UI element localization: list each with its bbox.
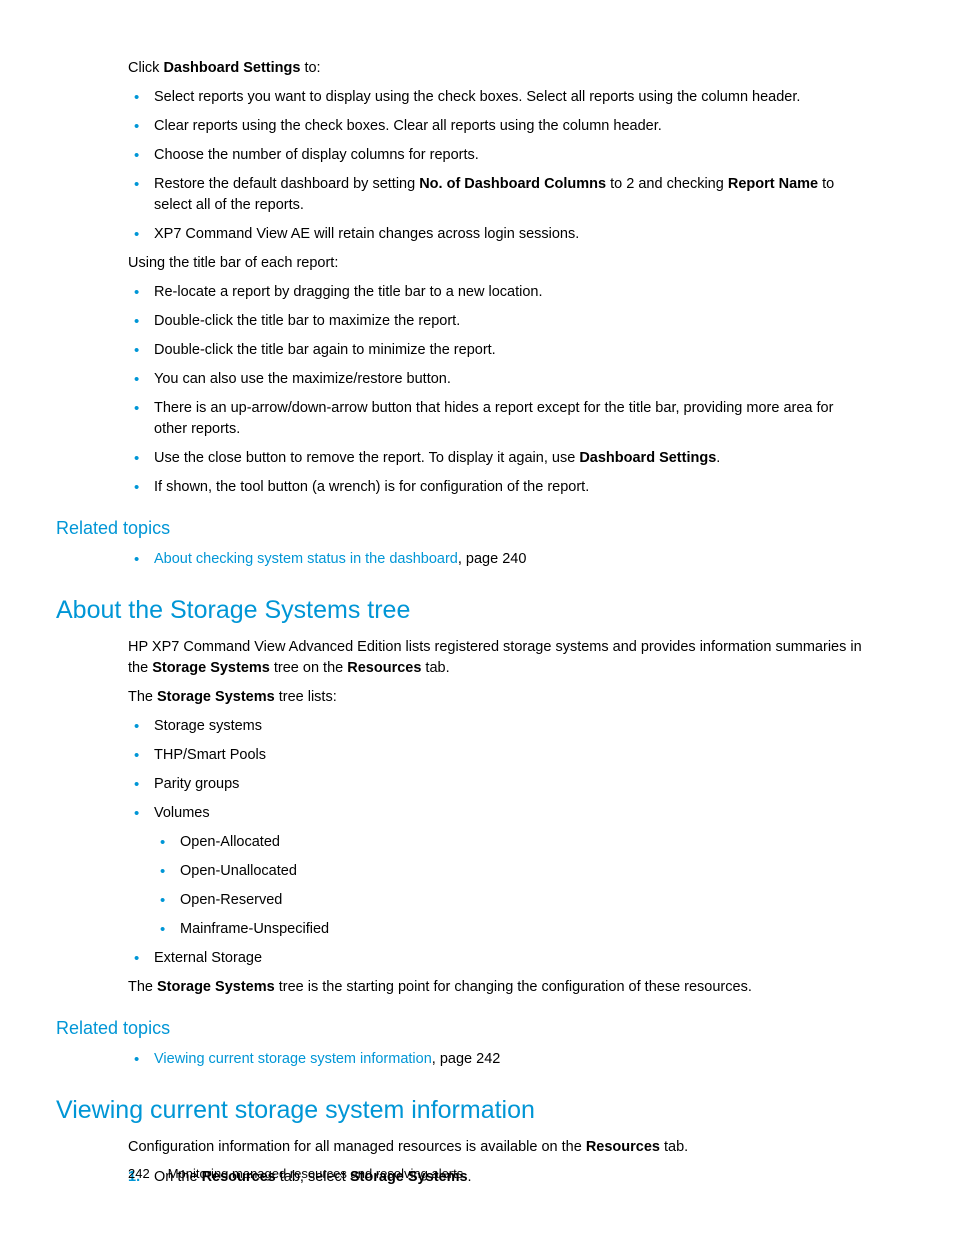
list-item: Clear reports using the check boxes. Cle… (128, 116, 868, 137)
list-item: Restore the default dashboard by setting… (128, 174, 868, 216)
paragraph: The Storage Systems tree lists: (128, 687, 868, 708)
related-topics-heading-1: Related topics (56, 518, 898, 539)
text: , page 242 (432, 1051, 501, 1067)
list-item: About checking system status in the dash… (128, 549, 868, 570)
text: Select reports you want to display using… (154, 89, 800, 105)
list-item: Double-click the title bar to maximize t… (128, 311, 868, 332)
list-item: Mainframe-Unspecified (154, 919, 868, 940)
text: If shown, the tool button (a wrench) is … (154, 479, 589, 495)
text: Parity groups (154, 776, 239, 792)
text: Restore the default dashboard by setting (154, 176, 419, 192)
bold-text: Resources (586, 1139, 660, 1155)
intro-paragraph-1: Click Dashboard Settings to: (128, 58, 868, 79)
text: The (128, 689, 157, 705)
document-page: Click Dashboard Settings to: Select repo… (0, 0, 954, 1235)
text: tree lists: (275, 689, 337, 705)
bold-text: Storage Systems (157, 979, 275, 995)
text: . (716, 450, 720, 466)
text: tab. (660, 1139, 688, 1155)
text: Configuration information for all manage… (128, 1139, 586, 1155)
list-item: If shown, the tool button (a wrench) is … (128, 477, 868, 498)
text: External Storage (154, 950, 262, 966)
bold-text: Dashboard Settings (163, 60, 300, 76)
text: to 2 and checking (606, 176, 728, 192)
bold-text: No. of Dashboard Columns (419, 176, 606, 192)
list-item: XP7 Command View AE will retain changes … (128, 224, 868, 245)
text: to: (300, 60, 320, 76)
text: . (468, 1169, 472, 1185)
page-number: 242 (128, 1166, 150, 1181)
list-item: Select reports you want to display using… (128, 87, 868, 108)
text: Choose the number of display columns for… (154, 147, 479, 163)
text: XP7 Command View AE will retain changes … (154, 226, 579, 242)
bullet-list-3: Storage systems THP/Smart Pools Parity g… (128, 716, 868, 969)
text: tree is the starting point for changing … (275, 979, 752, 995)
bold-text: Storage Systems (157, 689, 275, 705)
list-item: Re-locate a report by dragging the title… (128, 282, 868, 303)
paragraph: Configuration information for all manage… (128, 1137, 868, 1158)
list-item: There is an up-arrow/down-arrow button t… (128, 398, 868, 440)
text: Storage systems (154, 718, 262, 734)
list-item: External Storage (128, 948, 868, 969)
list-item: Open-Reserved (154, 890, 868, 911)
paragraph: The Storage Systems tree is the starting… (128, 977, 868, 998)
text: tree on the (270, 660, 347, 676)
text: tab. (421, 660, 449, 676)
text: Open-Reserved (180, 892, 282, 908)
list-item: Open-Allocated (154, 832, 868, 853)
text: Clear reports using the check boxes. Cle… (154, 118, 662, 134)
list-item: Open-Unallocated (154, 861, 868, 882)
related-topics-list-1: About checking system status in the dash… (128, 549, 868, 570)
related-link[interactable]: Viewing current storage system informati… (154, 1051, 432, 1067)
list-item: Volumes Open-Allocated Open-Unallocated … (128, 803, 868, 940)
sub-bullet-list: Open-Allocated Open-Unallocated Open-Res… (154, 832, 868, 940)
text: Double-click the title bar again to mini… (154, 342, 496, 358)
text: Click (128, 60, 163, 76)
list-item: Use the close button to remove the repor… (128, 448, 868, 469)
section-heading-viewing: Viewing current storage system informati… (56, 1096, 898, 1125)
text: There is an up-arrow/down-arrow button t… (154, 400, 833, 437)
text: , page 240 (458, 551, 527, 567)
section-heading-storage-tree: About the Storage Systems tree (56, 596, 898, 625)
list-item: Storage systems (128, 716, 868, 737)
text: Mainframe-Unspecified (180, 921, 329, 937)
text: Use the close button to remove the repor… (154, 450, 579, 466)
bold-text: Report Name (728, 176, 818, 192)
text: The (128, 979, 157, 995)
related-topics-heading-2: Related topics (56, 1018, 898, 1039)
text: Open-Unallocated (180, 863, 297, 879)
text: Open-Allocated (180, 834, 280, 850)
page-footer: 242 Monitoring managed resources and reso… (128, 1166, 463, 1181)
bullet-list-1: Select reports you want to display using… (128, 87, 868, 245)
text: Re-locate a report by dragging the title… (154, 284, 543, 300)
list-item: Viewing current storage system informati… (128, 1049, 868, 1070)
bullet-list-2: Re-locate a report by dragging the title… (128, 282, 868, 498)
list-item: Choose the number of display columns for… (128, 145, 868, 166)
text: THP/Smart Pools (154, 747, 266, 763)
paragraph: HP XP7 Command View Advanced Edition lis… (128, 637, 868, 679)
list-item: Double-click the title bar again to mini… (128, 340, 868, 361)
bold-text: Dashboard Settings (579, 450, 716, 466)
list-item: THP/Smart Pools (128, 745, 868, 766)
list-item: You can also use the maximize/restore bu… (128, 369, 868, 390)
intro-paragraph-2: Using the title bar of each report: (128, 253, 868, 274)
list-item: Parity groups (128, 774, 868, 795)
text: You can also use the maximize/restore bu… (154, 371, 451, 387)
text: Double-click the title bar to maximize t… (154, 313, 460, 329)
related-topics-list-2: Viewing current storage system informati… (128, 1049, 868, 1070)
footer-title: Monitoring managed resources and resolvi… (168, 1166, 464, 1181)
bold-text: Resources (347, 660, 421, 676)
related-link[interactable]: About checking system status in the dash… (154, 551, 458, 567)
text: Volumes (154, 805, 210, 821)
bold-text: Storage Systems (152, 660, 270, 676)
